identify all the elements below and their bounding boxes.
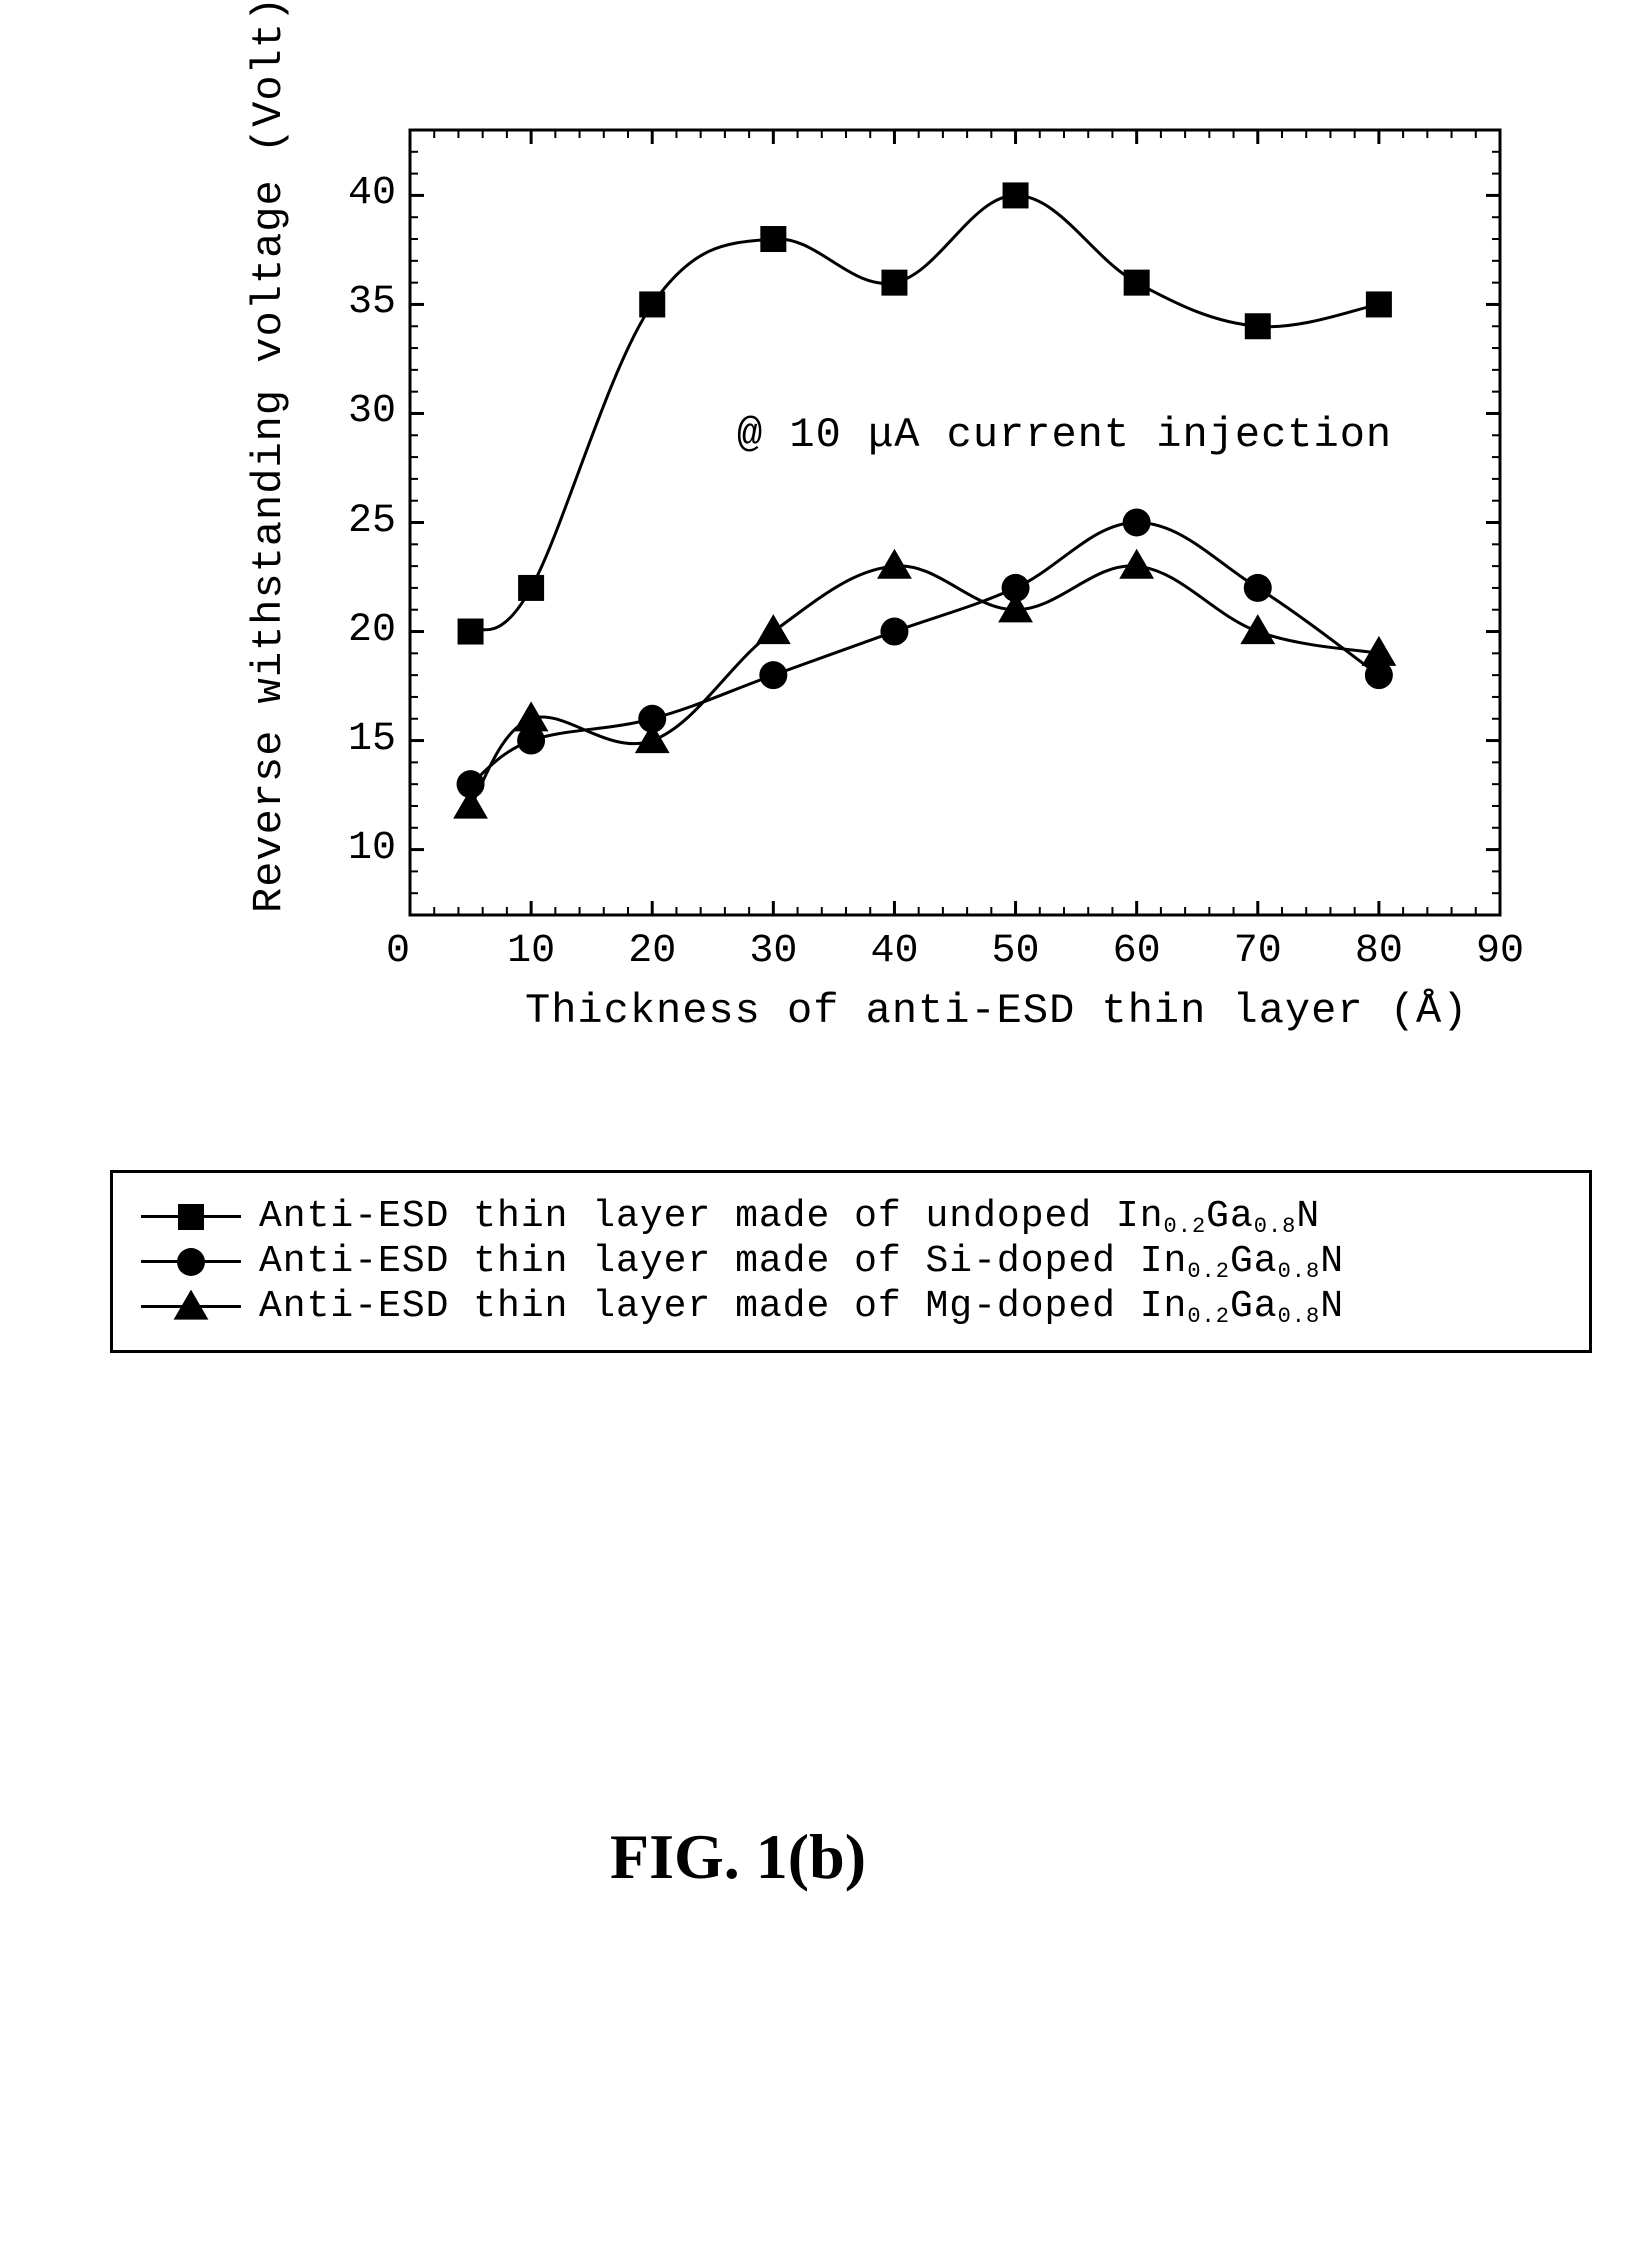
legend-item-si-doped: Anti-ESD thin layer made of Si-doped In0…	[141, 1240, 1561, 1283]
legend-label: Anti-ESD thin layer made of Mg-doped In0…	[259, 1285, 1344, 1328]
x-axis-title: Thickness of anti-ESD thin layer (Å)	[525, 987, 1468, 1035]
legend-label: Anti-ESD thin layer made of Si-doped In0…	[259, 1240, 1344, 1283]
legend-box: Anti-ESD thin layer made of undoped In0.…	[110, 1170, 1592, 1353]
y-tick-label: 25	[348, 499, 396, 544]
x-tick-label: 10	[507, 929, 555, 974]
x-tick-label: 60	[1113, 929, 1161, 974]
y-axis-title: Reverse withstanding voltage (Volt)	[245, 0, 293, 913]
y-tick-label: 10	[348, 826, 396, 871]
legend-item-mg-doped: Anti-ESD thin layer made of Mg-doped In0…	[141, 1285, 1561, 1328]
page: Reverse withstanding voltage (Volt) Thic…	[0, 0, 1644, 2266]
x-tick-label: 0	[386, 929, 410, 974]
y-tick-label: 15	[348, 717, 396, 762]
x-tick-label: 20	[628, 929, 676, 974]
y-tick-label: 35	[348, 280, 396, 325]
legend-line-icon	[141, 1260, 241, 1263]
legend-line-icon	[141, 1215, 241, 1218]
y-tick-label: 20	[348, 608, 396, 653]
y-tick-label: 40	[348, 171, 396, 216]
legend-label: Anti-ESD thin layer made of undoped In0.…	[259, 1195, 1320, 1238]
x-tick-label: 50	[992, 929, 1040, 974]
legend-item-undoped: Anti-ESD thin layer made of undoped In0.…	[141, 1195, 1561, 1238]
chart-container: Reverse withstanding voltage (Volt) Thic…	[120, 100, 1520, 1080]
x-tick-label: 90	[1476, 929, 1524, 974]
figure-caption: FIG. 1(b)	[610, 1820, 866, 1894]
x-tick-label: 70	[1234, 929, 1282, 974]
chart-svg	[120, 100, 1520, 1080]
y-tick-label: 30	[348, 389, 396, 434]
x-tick-label: 40	[870, 929, 918, 974]
chart-annotation: @ 10 μA current injection	[737, 411, 1392, 459]
legend-line-icon	[141, 1305, 241, 1308]
x-tick-label: 80	[1355, 929, 1403, 974]
x-tick-label: 30	[749, 929, 797, 974]
